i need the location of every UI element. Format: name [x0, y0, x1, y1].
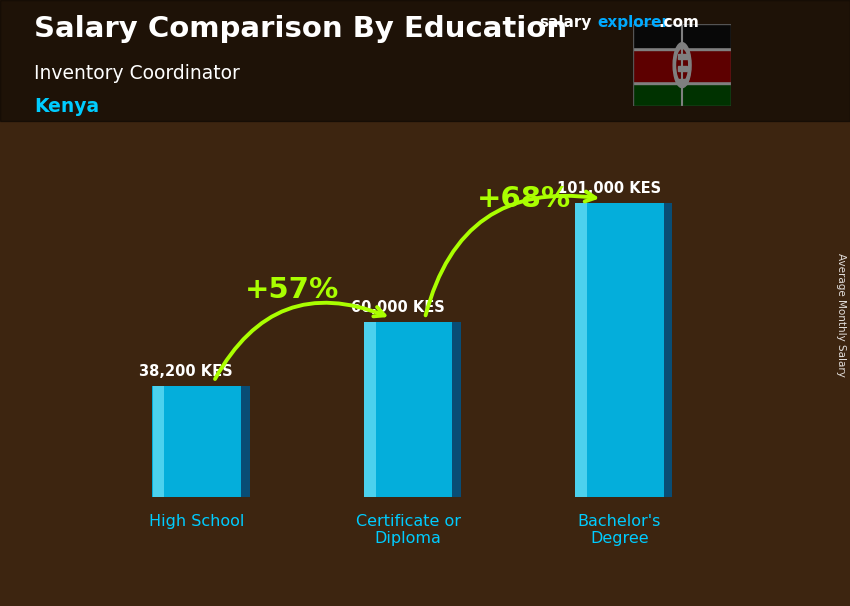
- Bar: [241, 386, 250, 497]
- Bar: [633, 84, 731, 106]
- Bar: [677, 67, 687, 72]
- Text: Inventory Coordinator: Inventory Coordinator: [34, 64, 240, 82]
- Text: Salary Comparison By Education: Salary Comparison By Education: [34, 15, 567, 43]
- Bar: [633, 24, 731, 47]
- Text: Average Monthly Salary: Average Monthly Salary: [836, 253, 846, 377]
- Text: 38,200 KES: 38,200 KES: [139, 364, 233, 379]
- Bar: [677, 79, 687, 84]
- Bar: [364, 322, 376, 497]
- Bar: [575, 203, 586, 497]
- Bar: [153, 386, 164, 497]
- Bar: [575, 203, 664, 497]
- Bar: [452, 322, 462, 497]
- Text: 60,000 KES: 60,000 KES: [350, 300, 445, 315]
- Bar: [677, 54, 687, 59]
- Text: 101,000 KES: 101,000 KES: [557, 181, 660, 196]
- Text: explorer: explorer: [598, 15, 670, 30]
- Ellipse shape: [673, 42, 691, 88]
- Bar: [664, 203, 672, 497]
- Text: Kenya: Kenya: [34, 97, 99, 116]
- Bar: [633, 81, 731, 84]
- Bar: [152, 386, 241, 497]
- Text: .com: .com: [659, 15, 700, 30]
- Bar: [633, 50, 731, 81]
- Text: +68%: +68%: [477, 185, 571, 213]
- Text: salary: salary: [540, 15, 592, 30]
- Ellipse shape: [677, 50, 688, 81]
- Text: +57%: +57%: [245, 276, 339, 304]
- Bar: [364, 322, 452, 497]
- Bar: [633, 47, 731, 50]
